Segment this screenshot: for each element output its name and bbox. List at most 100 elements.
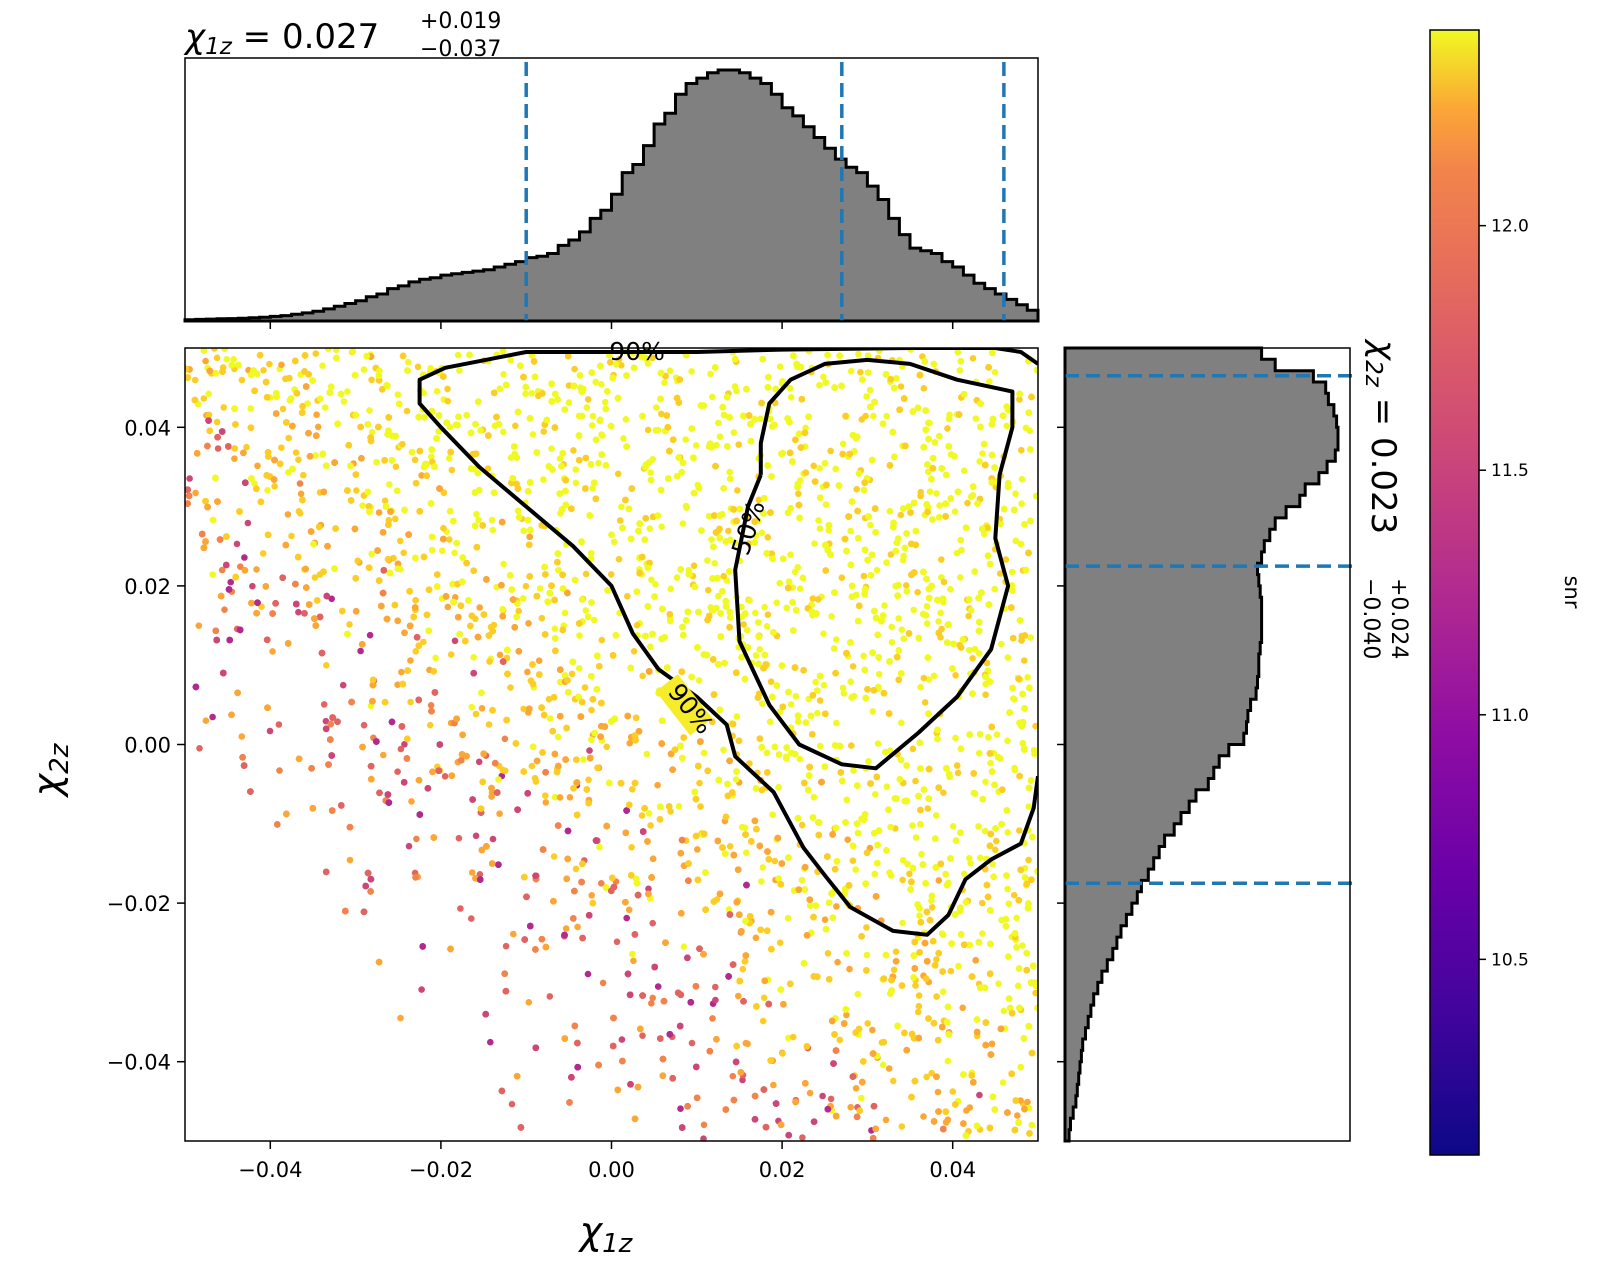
scatter-point xyxy=(237,563,244,570)
scatter-point xyxy=(648,576,655,583)
scatter-point xyxy=(292,580,299,588)
scatter-point xyxy=(645,890,652,898)
scatter-point xyxy=(843,796,851,804)
scatter-point xyxy=(890,966,898,974)
scatter-point xyxy=(916,912,923,919)
scatter-point xyxy=(418,986,425,993)
scatter-point xyxy=(704,767,711,775)
scatter-point xyxy=(715,419,722,427)
scatter-point xyxy=(708,393,716,401)
scatter-point xyxy=(1026,1130,1033,1137)
scatter-point xyxy=(760,495,768,502)
scatter-point xyxy=(882,1116,890,1124)
scatter-point xyxy=(725,527,732,535)
scatter-point xyxy=(1019,942,1026,949)
scatter-point xyxy=(725,906,733,913)
scatter-point xyxy=(448,466,456,474)
scatter-point xyxy=(947,855,954,862)
scatter-point xyxy=(890,1077,897,1085)
scatter-point xyxy=(485,632,493,639)
scatter-point xyxy=(487,1038,494,1046)
scatter-point xyxy=(403,755,411,762)
scatter-point xyxy=(802,469,810,476)
scatter-point xyxy=(924,461,931,468)
scatter-point xyxy=(1016,772,1023,780)
scatter-point xyxy=(726,468,733,476)
scatter-point xyxy=(973,1028,981,1036)
scatter-point xyxy=(924,468,932,476)
scatter-point xyxy=(721,659,728,667)
scatter-point xyxy=(228,711,235,719)
scatter-point xyxy=(476,604,484,611)
scatter-point xyxy=(269,648,276,655)
scatter-point xyxy=(979,450,986,457)
scatter-point xyxy=(976,458,983,465)
scatter-point xyxy=(468,869,476,876)
scatter-point xyxy=(666,367,674,375)
scatter-point xyxy=(933,490,940,497)
scatter-point xyxy=(561,609,569,617)
scatter-point xyxy=(1004,737,1011,745)
scatter-point xyxy=(855,602,863,610)
scatter-point xyxy=(816,381,823,389)
scatter-point xyxy=(945,415,953,423)
scatter-point xyxy=(820,630,827,637)
scatter-point xyxy=(405,531,412,538)
scatter-point xyxy=(510,930,517,938)
scatter-point xyxy=(843,1011,850,1019)
scatter-point xyxy=(991,368,999,376)
scatter-point xyxy=(441,773,449,780)
scatter-point xyxy=(972,957,979,964)
scatter-point xyxy=(821,916,829,923)
scatter-point xyxy=(903,530,910,537)
scatter-point xyxy=(588,422,596,429)
scatter-point xyxy=(214,445,222,452)
scatter-point xyxy=(661,379,668,387)
scatter-point xyxy=(649,855,657,863)
scatter-point xyxy=(934,1088,942,1096)
scatter-point xyxy=(311,574,319,581)
scatter-point xyxy=(554,733,562,741)
scatter-point xyxy=(776,579,783,587)
scatter-point xyxy=(747,437,755,445)
scatter-point xyxy=(924,805,932,812)
scatter-point xyxy=(929,454,937,462)
scatter-point xyxy=(489,835,497,843)
scatter-point xyxy=(618,503,625,511)
scatter-point xyxy=(746,760,753,767)
scatter-point xyxy=(1032,989,1038,997)
scatter-point xyxy=(566,794,574,801)
scatter-point xyxy=(540,476,547,483)
scatter-point xyxy=(989,860,996,868)
scatter-point xyxy=(550,853,558,860)
scatter-point xyxy=(590,616,598,624)
scatter-point xyxy=(221,606,228,613)
scatter-point xyxy=(752,934,760,942)
scatter-point xyxy=(775,875,782,882)
scatter-point xyxy=(295,456,302,464)
scatter-point xyxy=(266,360,273,368)
scatter-point xyxy=(673,574,681,581)
scatter-point xyxy=(898,982,906,989)
scatter-point xyxy=(312,452,319,459)
scatter-point xyxy=(428,453,435,461)
scatter-point xyxy=(738,928,745,935)
scatter-point xyxy=(375,509,383,516)
scatter-point xyxy=(468,915,475,922)
scatter-point xyxy=(427,365,434,372)
scatter-point xyxy=(571,576,579,584)
scatter-point xyxy=(1024,674,1031,681)
scatter-point xyxy=(847,1103,854,1111)
scatter-point xyxy=(802,424,809,432)
scatter-point xyxy=(296,480,304,487)
scatter-point xyxy=(1034,1004,1038,1012)
scatter-point xyxy=(652,581,659,588)
scatter-point xyxy=(863,924,870,931)
scatter-point xyxy=(909,745,917,753)
marginal-x-bars xyxy=(183,68,1040,323)
scatter-point xyxy=(1027,777,1035,784)
scatter-point xyxy=(430,834,438,841)
scatter-point xyxy=(999,1079,1007,1086)
scatter-point xyxy=(860,486,868,494)
scatter-point xyxy=(761,603,768,611)
